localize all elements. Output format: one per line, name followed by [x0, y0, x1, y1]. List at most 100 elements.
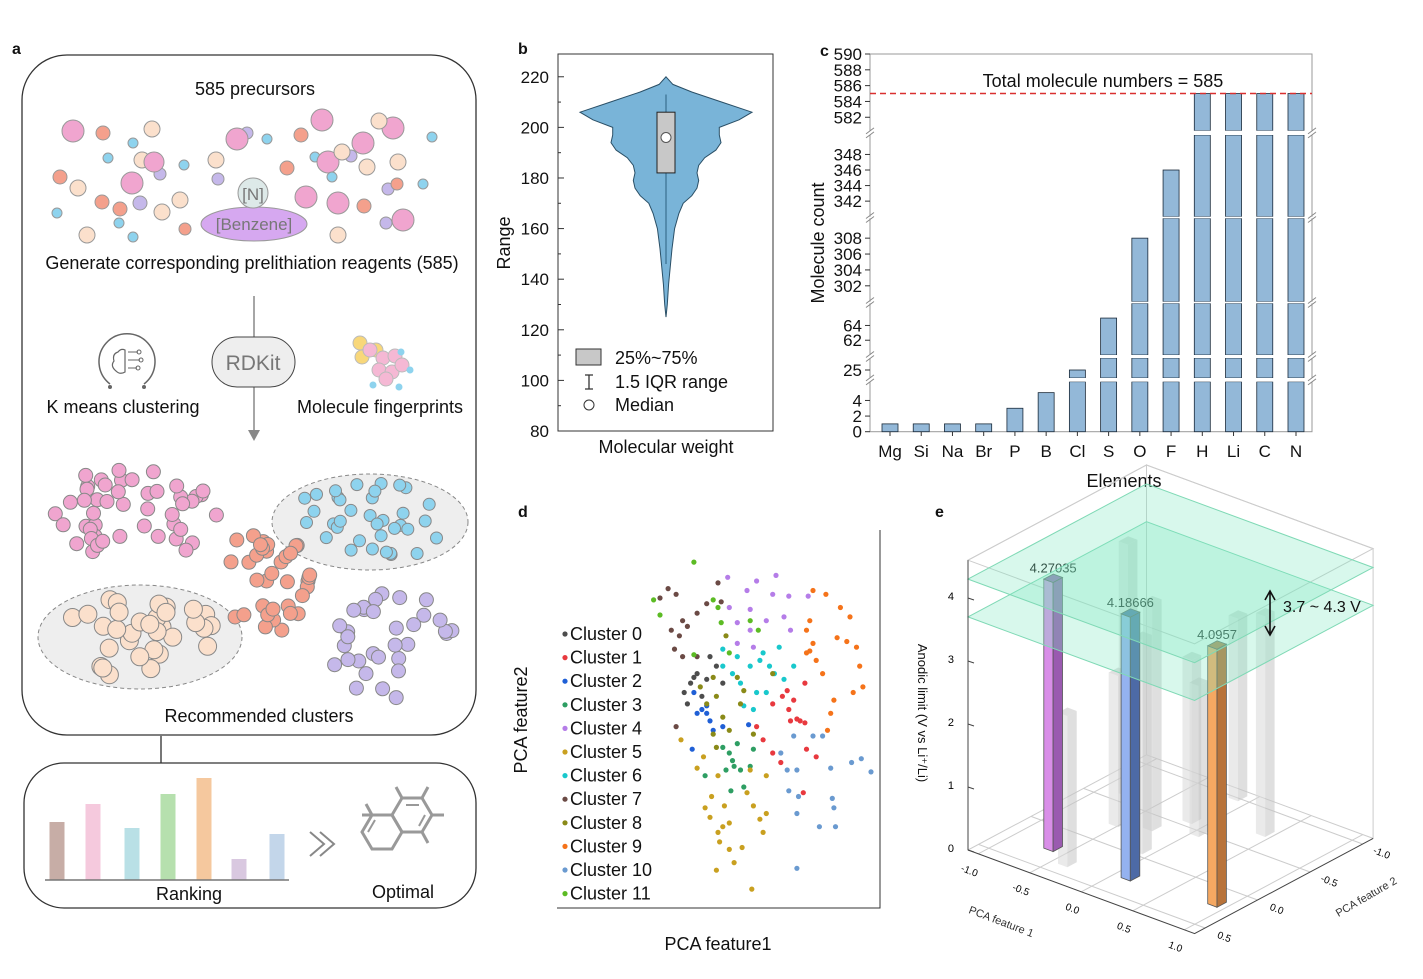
z-tick-label: 3 — [948, 654, 954, 666]
y-tick-label: -1.0 — [1371, 845, 1391, 862]
scatter-point — [726, 846, 732, 853]
floor-grid-line — [1184, 834, 1364, 931]
scatter-point — [791, 733, 797, 739]
bar — [1256, 381, 1274, 433]
ranking-bar — [85, 804, 101, 880]
band-label: 3.7 ~ 4.3 V — [1283, 599, 1361, 616]
scatter-point — [704, 601, 710, 607]
legend-label: Cluster 6 — [570, 766, 642, 786]
legend-label: Cluster 2 — [570, 671, 642, 691]
bar — [1193, 93, 1211, 132]
scatter-point — [750, 746, 757, 752]
y-tick-label: 25 — [843, 361, 862, 380]
legend-label: Cluster 0 — [570, 624, 642, 644]
molecule-structure-icon — [360, 786, 444, 851]
axis-break-icon — [1307, 212, 1317, 223]
cluster-molecule-circle — [107, 619, 127, 639]
axis-break-icon — [865, 127, 875, 139]
molecule-circle — [153, 203, 171, 221]
bar — [1225, 93, 1242, 132]
legend-label: Cluster 4 — [570, 718, 642, 738]
scatter-point — [770, 701, 776, 707]
axis-break-icon — [1307, 127, 1317, 139]
scatter-point — [681, 689, 687, 696]
scatter-point — [800, 790, 806, 796]
cluster-molecule-circle — [69, 536, 85, 552]
cluster-molecule-circle — [370, 517, 384, 531]
scatter-point — [704, 701, 710, 707]
molecule-circle — [417, 178, 429, 190]
panel-label-b: b — [518, 41, 528, 58]
cluster-molecule-circle — [264, 565, 280, 581]
x-tick-label: 0.5 — [1115, 921, 1132, 936]
scatter-point — [787, 627, 794, 633]
floor-axes — [967, 837, 1374, 935]
scatter-point — [770, 591, 776, 597]
y-tick-label: 2 — [853, 407, 862, 426]
molecule-fingerprint-icon — [352, 335, 414, 391]
scatter-point — [803, 746, 810, 752]
scatter-point — [744, 790, 750, 796]
cluster-molecule-circle — [55, 517, 71, 533]
bar — [1225, 134, 1242, 218]
scatter-point — [757, 816, 763, 822]
x-tick-label: 1.0 — [1167, 940, 1184, 955]
legend-label: 25%~75% — [615, 348, 698, 368]
scatter-point — [676, 633, 683, 639]
scatter-point — [849, 759, 855, 766]
scatter-point — [786, 593, 792, 599]
bar — [1193, 302, 1211, 356]
scatter-point — [725, 574, 731, 580]
cluster-molecule-circle — [136, 518, 152, 534]
y-tick-label: 586 — [834, 77, 862, 96]
cluster-molecule-circle — [340, 629, 356, 645]
molecule-circle — [326, 171, 338, 183]
scatter-point — [750, 803, 757, 809]
cluster-molecule-circle — [140, 501, 156, 517]
bar — [1228, 615, 1238, 802]
z-tick-label: 2 — [948, 717, 954, 729]
scatter-point — [717, 839, 723, 845]
scatter-point — [786, 706, 792, 713]
y-tick-label: 4 — [853, 391, 862, 410]
cluster-molecule-circle — [371, 649, 386, 665]
scatter-point — [702, 773, 708, 779]
y-tick-label: 306 — [834, 245, 862, 264]
scatter-point — [832, 824, 839, 830]
molecule-circle — [112, 201, 128, 217]
cluster-molecule-circle — [340, 652, 356, 668]
cluster-molecule-circle — [302, 567, 318, 583]
y-axis-label: PCA feature 2 — [1334, 875, 1399, 920]
y-tick-label: 590 — [834, 45, 862, 64]
bar — [1162, 381, 1180, 433]
cluster-molecule-circle — [422, 497, 436, 511]
panel-label-c: c — [820, 43, 829, 60]
cluster-molecule-circle — [283, 545, 298, 561]
scatter-point — [741, 688, 747, 694]
scatter-point — [710, 731, 716, 737]
scatter-point — [713, 693, 720, 699]
z-tick — [967, 786, 975, 790]
bar-side — [1152, 599, 1162, 832]
scatter-point — [776, 644, 782, 650]
scatter-point — [763, 773, 769, 779]
bar-top — [1182, 651, 1202, 661]
ranking-label: Ranking — [156, 884, 222, 904]
cluster-molecule-circle — [418, 592, 434, 608]
bar — [1193, 134, 1211, 218]
plot-frame — [869, 53, 1313, 433]
scatter-point — [709, 793, 715, 800]
z-tick-label: 0 — [948, 843, 954, 855]
bar — [1287, 357, 1305, 379]
brain-circuit-icon — [98, 333, 156, 389]
cluster-molecule-circle — [156, 602, 176, 622]
legend-median-swatch — [583, 399, 595, 411]
pca-scatter-chart: Cluster 0 Cluster 1 Cluster 2 Cluster 3 Clus… — [511, 530, 881, 954]
cluster-molecule-circle — [298, 491, 312, 505]
double-chevron-right-icon — [309, 831, 336, 857]
cluster-molecule-circle — [350, 478, 364, 492]
cluster-molecule-circle — [249, 572, 265, 588]
legend-marker — [562, 631, 568, 637]
scatter-point — [726, 604, 732, 611]
scatter-point — [723, 633, 729, 639]
